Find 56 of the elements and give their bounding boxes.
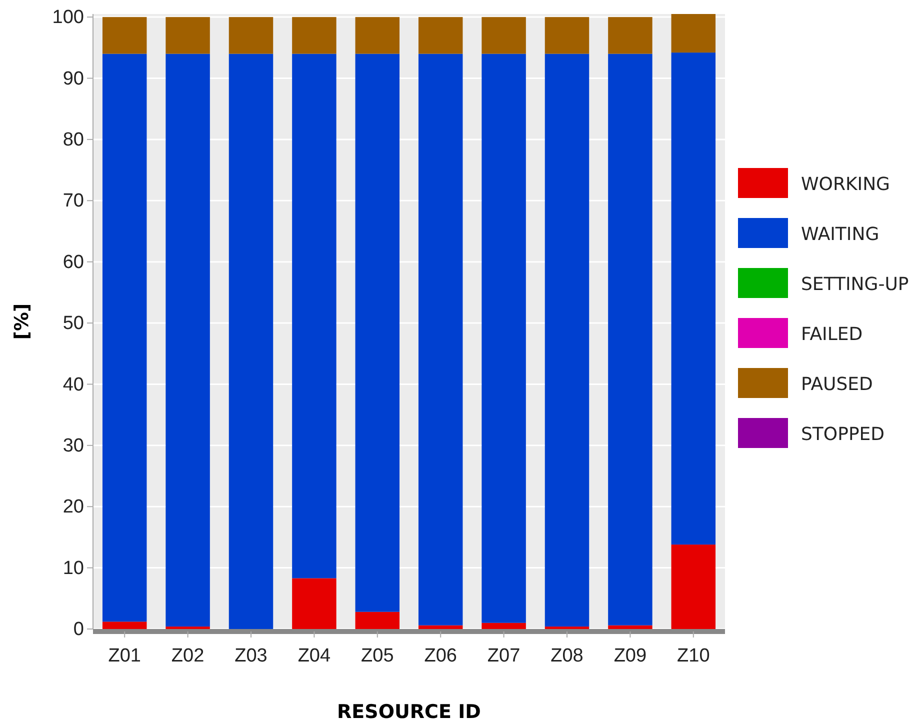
bar xyxy=(671,544,716,629)
bar xyxy=(544,17,590,54)
x-tick-label: Z09 xyxy=(614,645,647,666)
bar xyxy=(608,54,652,626)
bar xyxy=(671,14,716,53)
y-tick-label: 20 xyxy=(62,496,84,518)
bar xyxy=(228,54,274,629)
x-tick-label: Z05 xyxy=(361,645,394,666)
x-tick-label: Z03 xyxy=(234,645,268,666)
bar xyxy=(292,54,336,578)
x-tick-label: Z06 xyxy=(424,645,457,666)
legend-label: WAITING xyxy=(801,224,880,245)
legend-label: WORKING xyxy=(801,174,890,195)
bar xyxy=(544,54,590,627)
x-tick-label: Z01 xyxy=(108,645,141,666)
legend-label: STOPPED xyxy=(801,424,885,445)
bar xyxy=(608,17,652,54)
bar xyxy=(102,54,147,622)
y-tick-label: 30 xyxy=(62,436,84,456)
legend-label: PAUSED xyxy=(801,374,873,395)
y-tick-label: 60 xyxy=(62,252,84,273)
bar xyxy=(608,625,652,629)
y-tick-label: 70 xyxy=(62,190,84,212)
y-tick-label: 50 xyxy=(62,313,84,334)
bar xyxy=(671,52,716,545)
bar xyxy=(166,17,210,54)
bar xyxy=(418,625,463,629)
y-tick-label: 80 xyxy=(62,130,84,151)
legend-label: FAILED xyxy=(801,324,863,345)
y-tick-label: 10 xyxy=(62,558,84,579)
y-axis-title: [%] xyxy=(11,303,33,340)
bar xyxy=(355,612,400,629)
bar xyxy=(228,17,274,54)
legend-label: SETTING-UP xyxy=(801,274,909,295)
y-tick-label: 100 xyxy=(52,7,84,28)
bar xyxy=(482,54,526,623)
bar xyxy=(355,54,400,612)
x-axis-title: RESOURCE ID xyxy=(337,701,481,723)
y-tick-label: 90 xyxy=(62,68,84,90)
bar xyxy=(102,17,147,54)
y-tick-label: 0 xyxy=(73,619,84,640)
x-tick-label: Z08 xyxy=(550,645,584,666)
x-tick-label: Z07 xyxy=(487,645,520,666)
bar xyxy=(102,622,147,629)
bar xyxy=(418,54,463,626)
bar xyxy=(482,622,526,629)
x-tick-label: Z04 xyxy=(298,645,331,666)
y-tick-label: 40 xyxy=(62,374,84,396)
bar xyxy=(292,578,336,629)
x-tick-label: Z10 xyxy=(677,645,710,666)
bar xyxy=(355,17,400,54)
bar xyxy=(166,54,210,627)
bar xyxy=(292,17,336,54)
x-tick-label: Z02 xyxy=(171,645,204,666)
bar xyxy=(418,17,463,54)
bar xyxy=(482,17,526,54)
